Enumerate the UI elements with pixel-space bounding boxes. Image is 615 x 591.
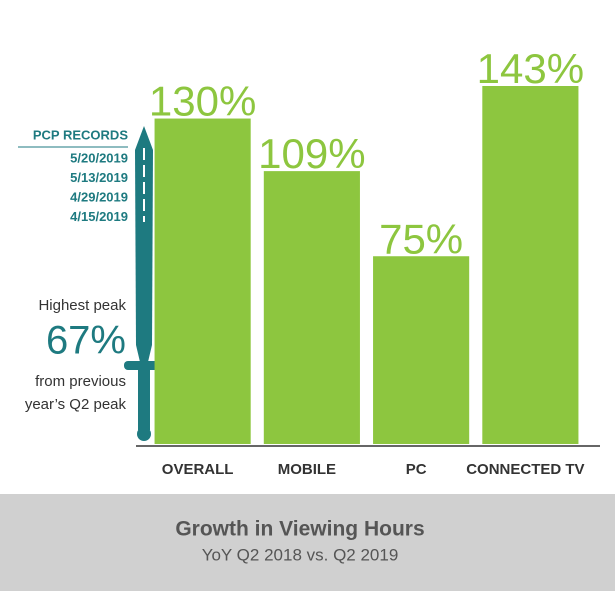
record-date: 4/29/2019 <box>70 189 128 204</box>
value-label: 75% <box>379 215 463 262</box>
x-tick-label: CONNECTED TV <box>466 461 584 478</box>
value-label: 130% <box>149 78 256 125</box>
bar <box>373 256 470 444</box>
chart-subtitle: YoY Q2 2018 vs. Q2 2019 <box>202 545 399 564</box>
note-top: Highest peak <box>38 297 126 314</box>
note-bottom: year’s Q2 peak <box>25 396 127 413</box>
bar <box>482 86 579 444</box>
sword <box>124 126 176 441</box>
bar <box>154 118 251 444</box>
footer-band <box>0 494 615 591</box>
x-tick-label: MOBILE <box>278 461 336 478</box>
value-label: 143% <box>477 45 584 92</box>
record-date: 4/15/2019 <box>70 209 128 224</box>
x-tick-label: OVERALL <box>162 461 234 478</box>
x-tick-label: PC <box>406 461 427 478</box>
record-date: 5/13/2019 <box>70 170 128 185</box>
note-bottom: from previous <box>35 373 126 390</box>
value-label: 109% <box>258 130 365 177</box>
record-date: 5/20/2019 <box>70 150 128 165</box>
records-heading: PCP RECORDS <box>33 127 128 142</box>
peak-value: 67% <box>46 319 126 363</box>
bar <box>263 171 360 444</box>
chart-title: Growth in Viewing Hours <box>175 518 424 541</box>
